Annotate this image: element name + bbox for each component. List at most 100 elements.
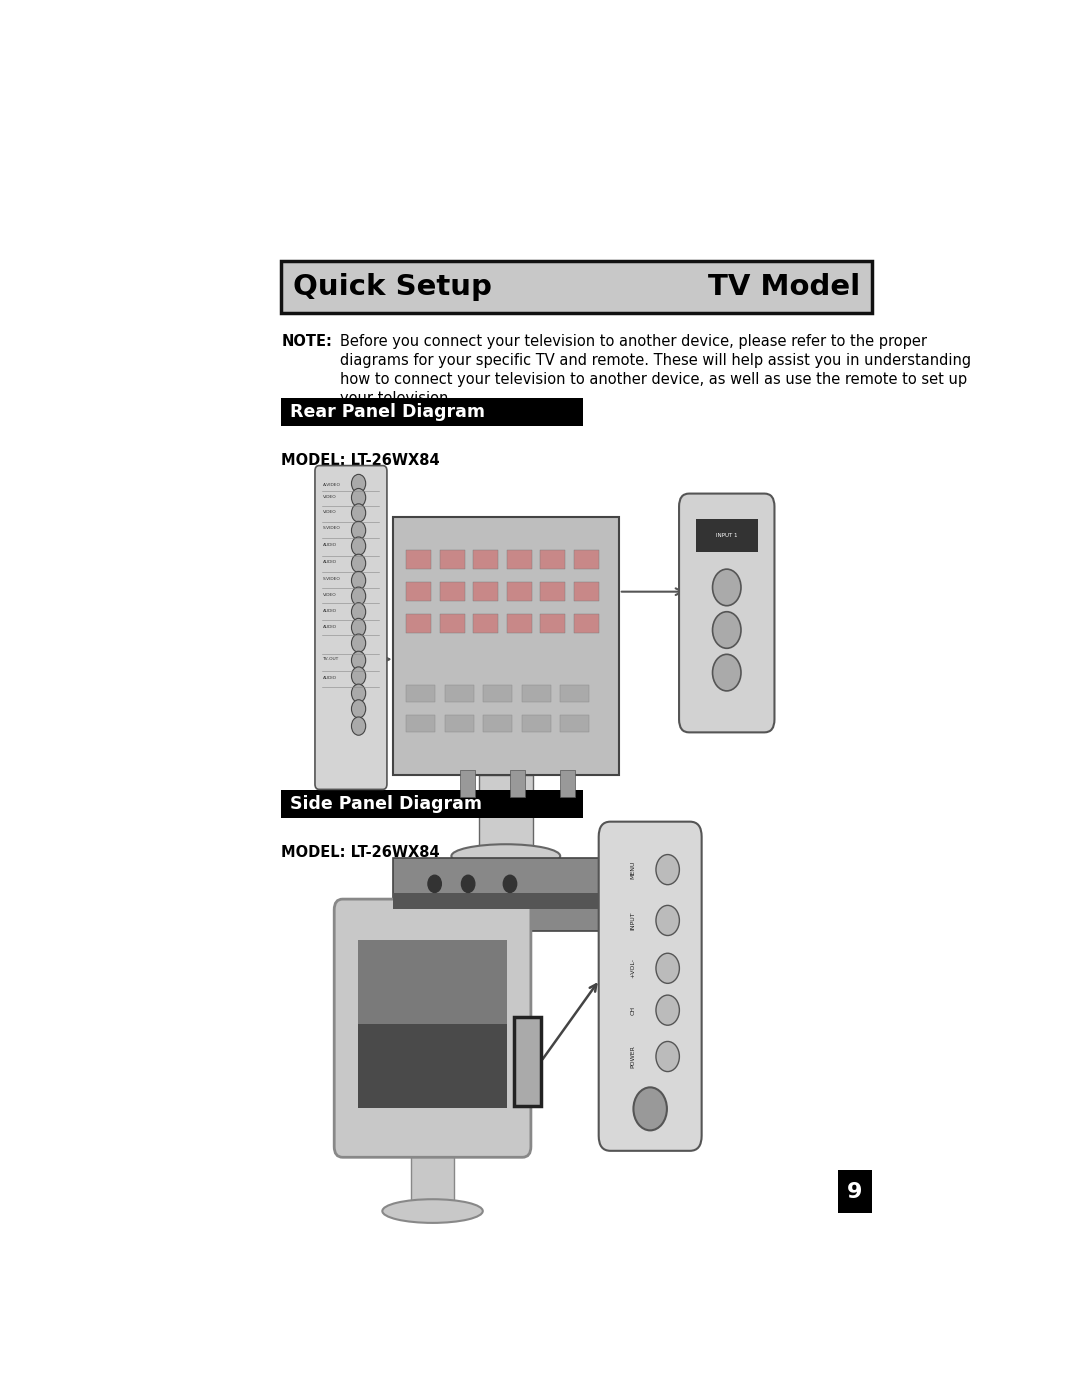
Bar [522,715,551,732]
Bar [696,520,758,552]
Bar [473,549,498,569]
Text: TV Model: TV Model [707,272,860,300]
Bar [357,940,508,1024]
Bar [483,685,513,703]
Circle shape [351,536,366,555]
Bar [282,398,583,426]
Circle shape [351,651,366,669]
Circle shape [656,855,679,884]
Circle shape [656,953,679,983]
Circle shape [351,475,366,493]
Bar [561,715,590,732]
Circle shape [713,612,741,648]
Circle shape [351,571,366,590]
Circle shape [351,489,366,507]
Bar [406,685,435,703]
Bar [507,549,531,569]
Bar [406,581,431,601]
FancyBboxPatch shape [282,261,872,313]
Text: INPUT 1: INPUT 1 [716,534,738,538]
Bar [510,770,525,796]
Text: Before you connect your television to another device, please refer to the proper: Before you connect your television to an… [340,334,927,349]
Circle shape [351,504,366,522]
Bar [282,791,583,819]
Ellipse shape [451,844,561,868]
Circle shape [351,619,366,637]
Text: +VOL-: +VOL- [631,958,635,978]
Text: CH: CH [631,1006,635,1014]
Bar [460,770,475,796]
Bar [473,581,498,601]
Bar [393,893,619,909]
Bar [393,517,619,775]
Text: POWER: POWER [631,1045,635,1067]
Circle shape [351,602,366,622]
Text: Side Panel Diagram: Side Panel Diagram [289,795,482,813]
Bar [440,581,464,601]
Text: VIDEO: VIDEO [323,594,336,598]
Circle shape [351,666,366,685]
Circle shape [351,717,366,735]
Bar [393,858,619,932]
Bar [478,775,532,856]
Bar [445,715,474,732]
Circle shape [351,555,366,573]
Text: S-VIDEO: S-VIDEO [323,525,340,529]
Text: AUDIO: AUDIO [323,543,337,548]
Bar [838,1171,872,1213]
Text: TV-OUT: TV-OUT [323,658,339,661]
Text: INPUT: INPUT [631,911,635,930]
Bar [406,615,431,633]
Circle shape [656,995,679,1025]
Bar [483,715,513,732]
Circle shape [351,521,366,539]
Text: MODEL: LT-26WX84: MODEL: LT-26WX84 [282,845,441,861]
Bar [507,615,531,633]
Text: NOTE:: NOTE: [282,334,333,349]
Circle shape [713,569,741,606]
Bar [406,715,435,732]
Bar [411,1144,455,1211]
Bar [561,770,576,796]
FancyBboxPatch shape [315,465,387,789]
Bar [573,549,598,569]
Circle shape [656,905,679,936]
Ellipse shape [382,1199,483,1222]
Circle shape [351,700,366,718]
Bar [440,615,464,633]
FancyBboxPatch shape [334,900,531,1157]
Text: how to connect your television to another device, as well as use the remote to s: how to connect your television to anothe… [340,372,968,387]
Bar [561,685,590,703]
Text: your television.: your television. [340,391,454,407]
Bar [507,581,531,601]
Text: Rear Panel Diagram: Rear Panel Diagram [289,402,485,420]
Text: S-VIDEO: S-VIDEO [323,577,340,581]
Text: Quick Setup: Quick Setup [293,272,492,300]
Circle shape [351,685,366,703]
Text: VIDEO: VIDEO [323,495,336,499]
Bar [445,685,474,703]
Circle shape [428,876,442,893]
Text: AUDIO: AUDIO [323,624,337,629]
Bar [540,549,565,569]
Text: MODEL: LT-26WX84: MODEL: LT-26WX84 [282,453,441,468]
Bar [440,549,464,569]
Bar [406,549,431,569]
Circle shape [713,654,741,692]
Text: AUDIO: AUDIO [323,560,337,564]
Bar [573,581,598,601]
Text: AUDIO: AUDIO [323,676,337,680]
Text: AUDIO: AUDIO [323,609,337,613]
Circle shape [461,876,475,893]
Circle shape [351,587,366,605]
Circle shape [634,1087,667,1130]
Bar [357,940,508,1108]
Circle shape [351,634,366,652]
FancyBboxPatch shape [679,493,774,732]
FancyBboxPatch shape [598,821,702,1151]
Circle shape [656,1041,679,1071]
Text: A-VIDEO: A-VIDEO [323,483,340,488]
Bar [473,615,498,633]
Bar [573,615,598,633]
FancyBboxPatch shape [514,1017,541,1105]
